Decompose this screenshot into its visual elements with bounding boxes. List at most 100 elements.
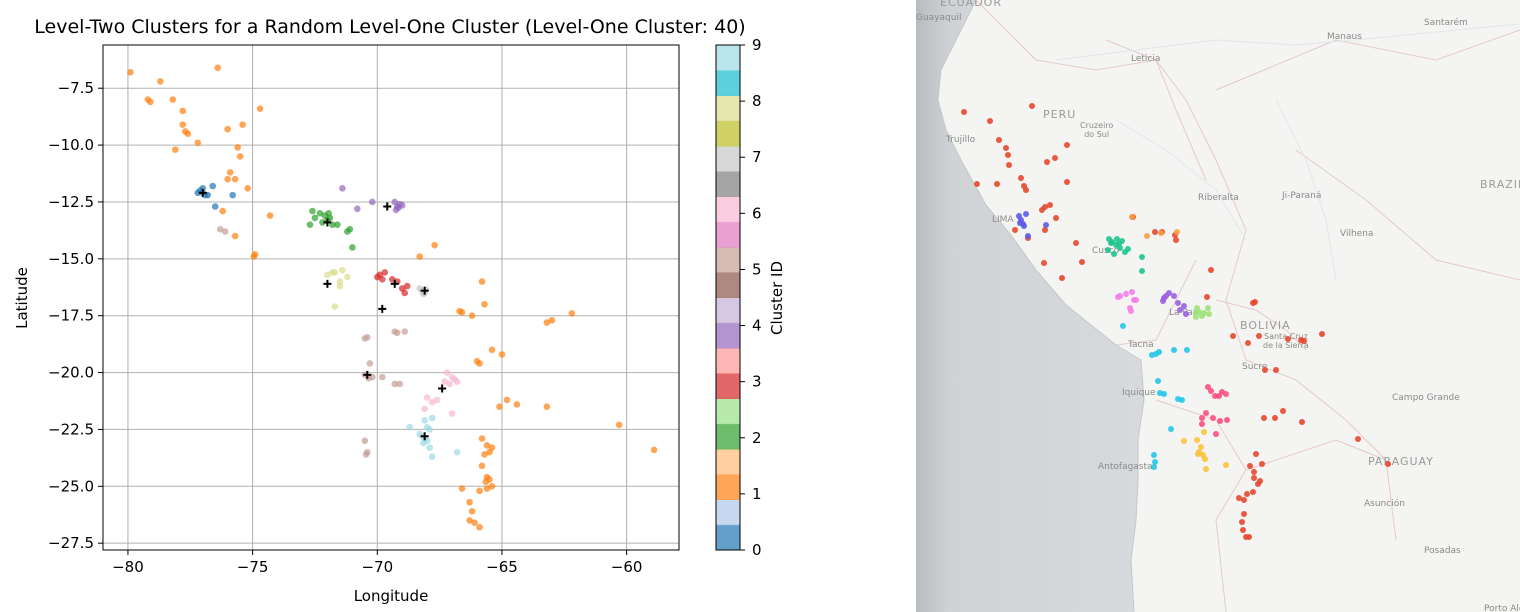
- map-marker-purple[interactable]: [1160, 298, 1166, 304]
- map-marker-cyan[interactable]: [1151, 452, 1157, 458]
- map-marker-pink[interactable]: [1210, 415, 1216, 421]
- map-marker-pink[interactable]: [1217, 418, 1223, 424]
- map-marker-lightorange[interactable]: [1174, 229, 1180, 235]
- map-marker-orange[interactable]: [1173, 237, 1179, 243]
- map-marker-lightorange[interactable]: [1144, 233, 1150, 239]
- map-marker-orange[interactable]: [1047, 202, 1053, 208]
- map-marker-lightgreen[interactable]: [1193, 314, 1199, 320]
- map-marker-orange[interactable]: [1355, 436, 1361, 442]
- map-marker-orange[interactable]: [1241, 497, 1247, 503]
- map-marker-blue[interactable]: [1023, 211, 1029, 217]
- map-marker-pink[interactable]: [1213, 431, 1219, 437]
- map-marker-orange[interactable]: [1245, 340, 1251, 346]
- map-marker-yellow[interactable]: [1194, 437, 1200, 443]
- map-marker-orange[interactable]: [1253, 451, 1259, 457]
- map-marker-orange[interactable]: [1152, 229, 1158, 235]
- map-marker-green[interactable]: [1111, 251, 1117, 257]
- map-marker-magenta[interactable]: [1133, 297, 1139, 303]
- map-marker-cyan[interactable]: [1152, 459, 1158, 465]
- map-marker-orange[interactable]: [1299, 419, 1305, 425]
- map-marker-cyan[interactable]: [1184, 347, 1190, 353]
- map-marker-orange[interactable]: [1247, 463, 1253, 469]
- map-marker-orange[interactable]: [1243, 534, 1249, 540]
- map-marker-orange[interactable]: [1250, 489, 1256, 495]
- map-marker-orange[interactable]: [1251, 469, 1257, 475]
- map-marker-blue[interactable]: [1025, 233, 1031, 239]
- map-marker-orange[interactable]: [1018, 175, 1024, 181]
- map-marker-cyan[interactable]: [1120, 323, 1126, 329]
- map-marker-orange[interactable]: [1064, 179, 1070, 185]
- map-marker-orange[interactable]: [1023, 187, 1029, 193]
- map-marker-pink[interactable]: [1203, 410, 1209, 416]
- map-marker-lightorange[interactable]: [1129, 214, 1135, 220]
- map-marker-green[interactable]: [1116, 241, 1122, 247]
- map-marker-green[interactable]: [1105, 247, 1111, 253]
- map-marker-lightgreen[interactable]: [1199, 313, 1205, 319]
- map-marker-cyan[interactable]: [1161, 391, 1167, 397]
- map-panel[interactable]: ECUADOR Guayaquil Manaus Santarém Letici…: [916, 0, 1520, 612]
- map-marker-green[interactable]: [1139, 254, 1145, 260]
- map-marker-magenta[interactable]: [1123, 291, 1129, 297]
- map-marker-pink[interactable]: [1199, 415, 1205, 421]
- map-marker-orange[interactable]: [961, 109, 967, 115]
- map-marker-yellow[interactable]: [1202, 456, 1208, 462]
- map-marker-orange[interactable]: [1039, 207, 1045, 213]
- map-marker-yellow[interactable]: [1198, 444, 1204, 450]
- map-marker-orange[interactable]: [987, 118, 993, 124]
- map-marker-purple[interactable]: [1183, 311, 1189, 317]
- map-marker-cyan[interactable]: [1171, 347, 1177, 353]
- map-marker-green[interactable]: [1114, 236, 1120, 242]
- map-marker-orange[interactable]: [1053, 215, 1059, 221]
- map-marker-orange[interactable]: [1005, 152, 1011, 158]
- map-marker-orange[interactable]: [1012, 227, 1018, 233]
- map-marker-orange[interactable]: [1272, 415, 1278, 421]
- map-marker-orange[interactable]: [994, 181, 1000, 187]
- map-marker-orange[interactable]: [1230, 333, 1236, 339]
- map-marker-yellow[interactable]: [1223, 462, 1229, 468]
- map-marker-yellow[interactable]: [1201, 429, 1207, 435]
- map-marker-yellow[interactable]: [1181, 438, 1187, 444]
- map-marker-orange[interactable]: [1236, 495, 1242, 501]
- map-marker-orange[interactable]: [1079, 259, 1085, 265]
- map-marker-orange[interactable]: [1385, 461, 1391, 467]
- map-marker-orange[interactable]: [1251, 475, 1257, 481]
- map-marker-magenta[interactable]: [1129, 289, 1135, 295]
- map-marker-orange[interactable]: [996, 137, 1002, 143]
- map-marker-orange[interactable]: [1239, 519, 1245, 525]
- map-marker-magenta[interactable]: [1128, 308, 1134, 314]
- map-marker-orange[interactable]: [1273, 367, 1279, 373]
- map-marker-lightgreen[interactable]: [1206, 311, 1212, 317]
- map-marker-pink[interactable]: [1223, 391, 1229, 397]
- map-marker-magenta[interactable]: [1115, 294, 1121, 300]
- map-marker-cyan[interactable]: [1179, 397, 1185, 403]
- map-marker-purple[interactable]: [1171, 293, 1177, 299]
- map-marker-orange[interactable]: [1257, 478, 1263, 484]
- map-marker-orange[interactable]: [1261, 415, 1267, 421]
- map-marker-orange[interactable]: [1006, 162, 1012, 168]
- map-marker-orange[interactable]: [1240, 527, 1246, 533]
- map-marker-pink[interactable]: [1224, 417, 1230, 423]
- map-marker-yellow[interactable]: [1203, 466, 1209, 472]
- map-marker-pink[interactable]: [1208, 388, 1214, 394]
- map-marker-orange[interactable]: [1003, 145, 1009, 151]
- map-marker-orange[interactable]: [1241, 511, 1247, 517]
- map-marker-orange[interactable]: [1052, 155, 1058, 161]
- map-marker-orange[interactable]: [1029, 103, 1035, 109]
- map-marker-orange[interactable]: [1319, 331, 1325, 337]
- map-marker-purple[interactable]: [1166, 290, 1172, 296]
- map-marker-green[interactable]: [1139, 268, 1145, 274]
- map-marker-lightorange[interactable]: [1158, 230, 1164, 236]
- map-marker-orange[interactable]: [1259, 461, 1265, 467]
- map-marker-orange[interactable]: [1285, 336, 1291, 342]
- map-marker-lightgreen[interactable]: [1205, 305, 1211, 311]
- map-marker-orange[interactable]: [974, 181, 980, 187]
- map-marker-pink[interactable]: [1199, 421, 1205, 427]
- map-marker-orange[interactable]: [1059, 275, 1065, 281]
- map-marker-cyan[interactable]: [1151, 464, 1157, 470]
- map-marker-green[interactable]: [1108, 240, 1114, 246]
- map-marker-orange[interactable]: [1073, 240, 1079, 246]
- map-marker-blue[interactable]: [1043, 222, 1049, 228]
- map-marker-orange[interactable]: [1262, 367, 1268, 373]
- map-marker-orange[interactable]: [1250, 300, 1256, 306]
- map-marker-orange[interactable]: [1301, 338, 1307, 344]
